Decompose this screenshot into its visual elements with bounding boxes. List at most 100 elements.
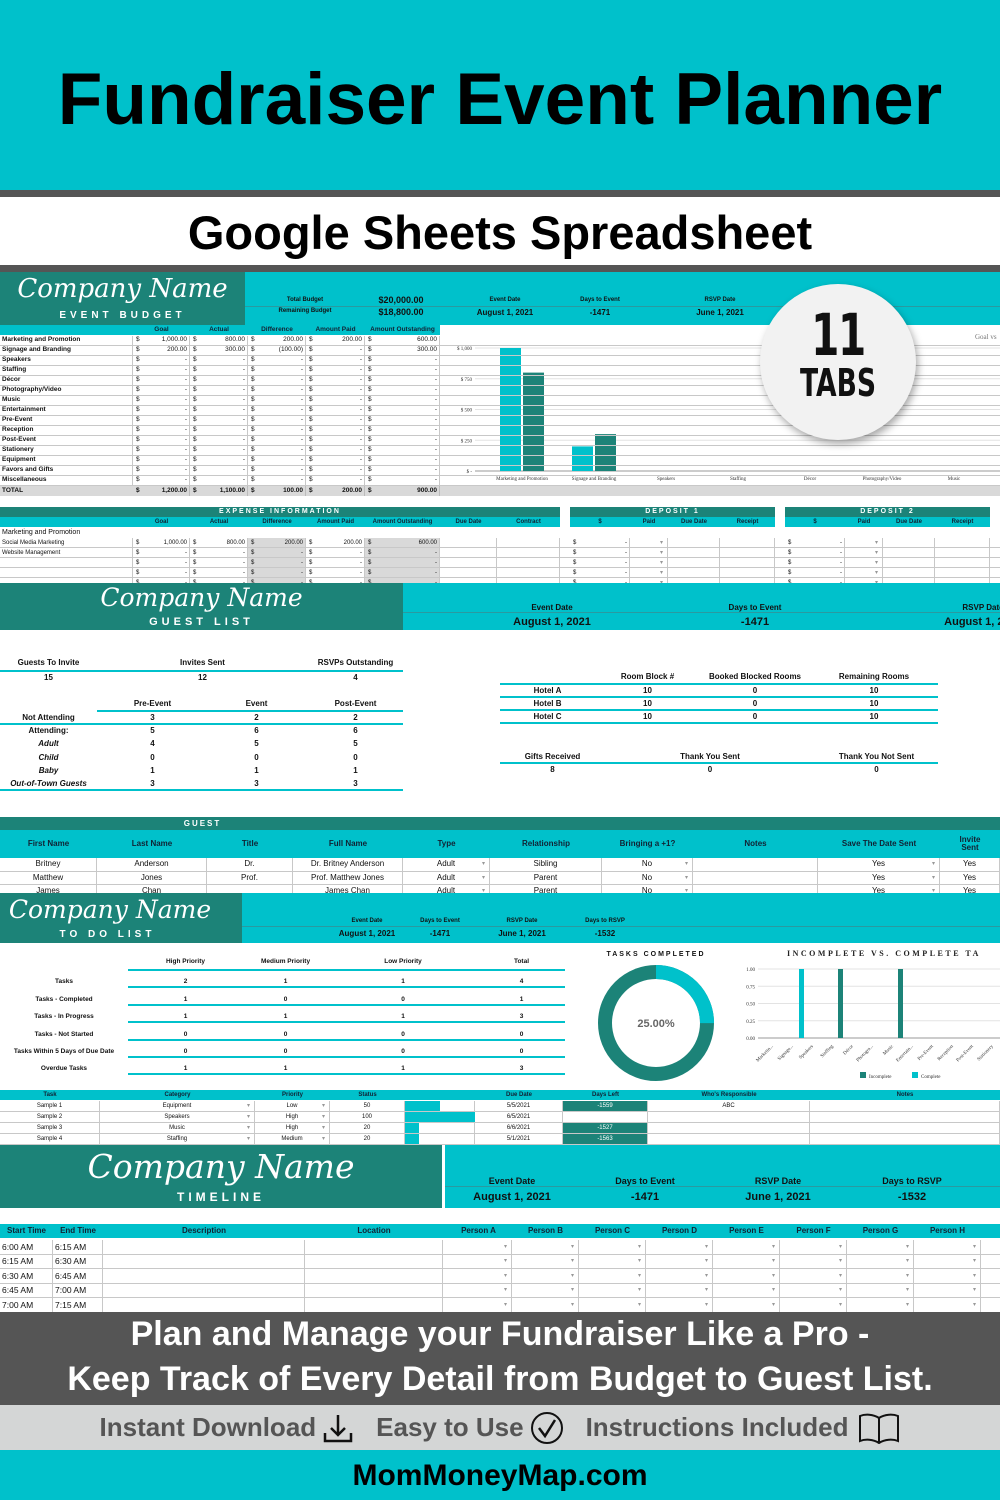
- table-cell[interactable]: [405, 1134, 475, 1144]
- website-link[interactable]: MomMoneyMap.com: [352, 1459, 648, 1492]
- table-cell[interactable]: 5/1/2021: [475, 1134, 563, 1144]
- column-header[interactable]: Relationship: [521, 839, 570, 848]
- table-cell[interactable]: Parent: [490, 871, 602, 884]
- table-cell[interactable]: No: [602, 885, 693, 895]
- table-cell[interactable]: [810, 1134, 1000, 1144]
- table-cell[interactable]: Matthew: [0, 871, 97, 884]
- table-cell[interactable]: 100: [330, 1112, 405, 1122]
- table-cell[interactable]: [981, 1269, 1000, 1283]
- column-header[interactable]: Type: [437, 839, 456, 848]
- table-cell[interactable]: 6:15 AM: [0, 1254, 53, 1268]
- table-cell[interactable]: [646, 1254, 713, 1268]
- table-cell[interactable]: [847, 1240, 914, 1254]
- table-cell[interactable]: Category: [164, 1092, 191, 1098]
- table-cell[interactable]: Speakers: [100, 1112, 255, 1122]
- table-cell[interactable]: 6:00 AM: [0, 1240, 53, 1254]
- table-cell[interactable]: [648, 1134, 810, 1144]
- table-cell[interactable]: [648, 1112, 810, 1122]
- table-cell[interactable]: Yes: [940, 871, 1000, 884]
- table-cell[interactable]: [207, 885, 293, 895]
- table-cell[interactable]: [810, 1123, 1000, 1133]
- table-cell[interactable]: Due Date: [505, 1092, 532, 1098]
- column-header[interactable]: Full Name: [328, 839, 368, 848]
- table-cell[interactable]: [579, 1283, 646, 1297]
- table-cell[interactable]: [914, 1298, 981, 1312]
- table-cell[interactable]: [445, 1298, 512, 1312]
- table-cell[interactable]: [646, 1283, 713, 1297]
- table-cell[interactable]: Notes: [896, 1092, 914, 1098]
- table-cell[interactable]: [305, 1298, 443, 1312]
- table-cell[interactable]: [579, 1269, 646, 1283]
- table-cell[interactable]: Adult: [403, 871, 490, 884]
- table-cell[interactable]: No: [602, 858, 693, 871]
- table-cell[interactable]: No: [602, 871, 693, 884]
- table-cell[interactable]: Equipment: [100, 1101, 255, 1111]
- table-cell[interactable]: [780, 1298, 847, 1312]
- table-cell[interactable]: 6:15 AM: [53, 1240, 103, 1254]
- table-cell[interactable]: 6:45 AM: [53, 1269, 103, 1283]
- table-cell[interactable]: [103, 1254, 305, 1268]
- table-cell[interactable]: Sample 3: [0, 1123, 100, 1133]
- table-cell[interactable]: [713, 1298, 780, 1312]
- table-cell[interactable]: Adult: [403, 885, 490, 895]
- table-cell[interactable]: ABC: [648, 1101, 810, 1111]
- table-cell[interactable]: [512, 1298, 579, 1312]
- table-cell[interactable]: [780, 1283, 847, 1297]
- table-cell[interactable]: [914, 1283, 981, 1297]
- table-cell[interactable]: Dr.: [207, 858, 293, 871]
- column-header[interactable]: Save The Date Sent: [841, 839, 917, 848]
- table-cell[interactable]: [713, 1283, 780, 1297]
- table-cell[interactable]: [713, 1240, 780, 1254]
- table-cell[interactable]: [847, 1298, 914, 1312]
- table-cell[interactable]: [780, 1240, 847, 1254]
- table-cell[interactable]: 7:00 AM: [53, 1283, 103, 1297]
- table-cell[interactable]: Prof. Matthew Jones: [293, 871, 403, 884]
- table-cell[interactable]: [445, 1269, 512, 1283]
- table-cell[interactable]: Status: [358, 1092, 377, 1098]
- table-cell[interactable]: [693, 871, 818, 884]
- table-cell[interactable]: 5/5/2021: [475, 1101, 563, 1111]
- table-cell[interactable]: [512, 1254, 579, 1268]
- table-cell[interactable]: [914, 1240, 981, 1254]
- table-cell[interactable]: [103, 1240, 305, 1254]
- table-cell[interactable]: High: [255, 1112, 330, 1122]
- table-cell[interactable]: -1559: [563, 1101, 648, 1111]
- table-cell[interactable]: [305, 1254, 443, 1268]
- table-cell[interactable]: 6:30 AM: [53, 1254, 103, 1268]
- table-cell[interactable]: Priority: [281, 1092, 303, 1098]
- column-header[interactable]: First Name: [27, 839, 70, 848]
- table-cell[interactable]: Yes: [818, 871, 940, 884]
- table-cell[interactable]: [579, 1298, 646, 1312]
- table-cell[interactable]: [646, 1269, 713, 1283]
- table-cell[interactable]: Yes: [818, 885, 940, 895]
- table-cell[interactable]: Sample 1: [0, 1101, 100, 1111]
- table-cell[interactable]: [646, 1240, 713, 1254]
- table-cell[interactable]: Low: [255, 1101, 330, 1111]
- table-cell[interactable]: Sibling: [490, 858, 602, 871]
- column-header[interactable]: Last Name: [131, 839, 173, 848]
- table-cell[interactable]: [445, 1240, 512, 1254]
- table-cell[interactable]: -1563: [563, 1134, 648, 1144]
- table-cell[interactable]: Days Left: [591, 1092, 619, 1098]
- table-cell[interactable]: [512, 1240, 579, 1254]
- table-cell[interactable]: 6:45 AM: [0, 1283, 53, 1297]
- table-cell[interactable]: Britney: [0, 858, 97, 871]
- table-cell[interactable]: [563, 1112, 648, 1122]
- table-cell[interactable]: Prof.: [207, 871, 293, 884]
- table-cell[interactable]: Sample 2: [0, 1112, 100, 1122]
- table-cell[interactable]: [305, 1283, 443, 1297]
- table-cell[interactable]: [305, 1240, 443, 1254]
- table-cell[interactable]: [981, 1284, 1000, 1298]
- column-header[interactable]: Title: [241, 839, 259, 848]
- table-cell[interactable]: [445, 1283, 512, 1297]
- table-cell[interactable]: [445, 1254, 512, 1268]
- table-cell[interactable]: [847, 1269, 914, 1283]
- table-cell[interactable]: 6:30 AM: [0, 1269, 53, 1283]
- table-cell[interactable]: 6/6/2021: [475, 1123, 563, 1133]
- table-cell[interactable]: [780, 1269, 847, 1283]
- table-cell[interactable]: Dr. Britney Anderson: [293, 858, 403, 871]
- table-cell[interactable]: 20: [330, 1134, 405, 1144]
- table-cell[interactable]: [512, 1269, 579, 1283]
- table-cell[interactable]: [713, 1269, 780, 1283]
- table-cell[interactable]: [981, 1298, 1000, 1312]
